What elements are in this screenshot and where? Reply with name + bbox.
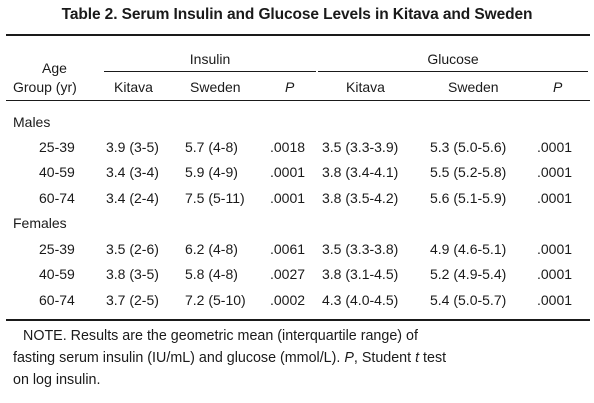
insulin-sweden-cell: 6.2 (4-8) xyxy=(185,241,238,257)
insulin-kitava-cell: 3.4 (2-4) xyxy=(106,190,159,206)
age-cell: 60-74 xyxy=(39,292,75,308)
glucose-kitava-cell: 3.5 (3.3-3.9) xyxy=(322,139,399,155)
age-header-line1: Age xyxy=(42,60,67,76)
glucose-kitava-cell: 3.8 (3.5-4.2) xyxy=(322,190,399,206)
insulin-sweden-cell: 5.8 (4-8) xyxy=(185,266,238,282)
header-rule xyxy=(6,100,590,101)
note-line-1: NOTE. Results are the geometric mean (in… xyxy=(23,328,418,344)
insulin-kitava-cell: 3.4 (3-4) xyxy=(106,164,159,180)
insulin-kitava-header: Kitava xyxy=(114,79,153,95)
insulin-sweden-cell: 5.9 (4-9) xyxy=(185,164,238,180)
insulin-header: Insulin xyxy=(189,51,231,67)
insulin-p-cell: .0018 xyxy=(270,139,306,155)
table-note: NOTE. Results are the geometric mean (in… xyxy=(13,325,585,391)
glucose-group-rule xyxy=(318,71,588,72)
bottom-rule xyxy=(6,319,590,321)
insulin-p-cell: .0027 xyxy=(270,266,306,282)
glucose-p-cell: .0001 xyxy=(537,139,573,155)
note-line-2: fasting serum insulin (IU/mL) and glucos… xyxy=(13,350,447,366)
glucose-kitava-cell: 4.3 (4.0-4.5) xyxy=(322,292,399,308)
insulin-sweden-header: Sweden xyxy=(190,79,241,95)
insulin-p-cell: .0001 xyxy=(270,190,306,206)
section-label-males: Males xyxy=(13,114,51,130)
table-title: Table 2. Serum Insulin and Glucose Level… xyxy=(61,6,533,23)
insulin-kitava-cell: 3.8 (3-5) xyxy=(106,266,159,282)
glucose-p-cell: .0001 xyxy=(537,190,573,206)
insulin-group-rule xyxy=(104,71,316,72)
age-cell: 40-59 xyxy=(39,164,75,180)
insulin-kitava-cell: 3.7 (2-5) xyxy=(106,292,159,308)
glucose-p-cell: .0001 xyxy=(537,266,573,282)
age-header-line2: Group (yr) xyxy=(13,79,77,95)
glucose-sweden-cell: 5.5 (5.2-5.8) xyxy=(430,164,507,180)
glucose-p-cell: .0001 xyxy=(537,241,573,257)
insulin-p-cell: .0001 xyxy=(270,164,306,180)
glucose-sweden-cell: 5.3 (5.0-5.6) xyxy=(430,139,507,155)
insulin-sweden-cell: 7.2 (5-10) xyxy=(185,292,246,308)
glucose-header: Glucose xyxy=(427,51,479,67)
glucose-kitava-cell: 3.8 (3.4-4.1) xyxy=(322,164,399,180)
insulin-kitava-cell: 3.9 (3-5) xyxy=(106,139,159,155)
glucose-p-cell: .0001 xyxy=(537,292,573,308)
age-cell: 40-59 xyxy=(39,266,75,282)
note-line-3: on log insulin. xyxy=(13,372,101,388)
section-label-females: Females xyxy=(13,215,67,231)
insulin-p-header: P xyxy=(285,79,295,95)
age-cell: 60-74 xyxy=(39,190,75,206)
glucose-sweden-cell: 5.6 (5.1-5.9) xyxy=(430,190,507,206)
glucose-sweden-header: Sweden xyxy=(448,79,499,95)
glucose-sweden-cell: 4.9 (4.6-5.1) xyxy=(430,241,507,257)
insulin-p-cell: .0002 xyxy=(270,292,306,308)
insulin-kitava-cell: 3.5 (2-6) xyxy=(106,241,159,257)
age-cell: 25-39 xyxy=(39,139,75,155)
insulin-sweden-cell: 5.7 (4-8) xyxy=(185,139,238,155)
insulin-sweden-cell: 7.5 (5-11) xyxy=(185,190,245,206)
glucose-sweden-cell: 5.2 (4.9-5.4) xyxy=(430,266,507,282)
glucose-p-cell: .0001 xyxy=(537,164,573,180)
glucose-kitava-header: Kitava xyxy=(346,79,385,95)
glucose-kitava-cell: 3.8 (3.1-4.5) xyxy=(322,266,399,282)
top-rule xyxy=(6,34,590,36)
glucose-p-header: P xyxy=(553,79,563,95)
age-cell: 25-39 xyxy=(39,241,75,257)
glucose-sweden-cell: 5.4 (5.0-5.7) xyxy=(430,292,507,308)
glucose-kitava-cell: 3.5 (3.3-3.8) xyxy=(322,241,399,257)
insulin-p-cell: .0061 xyxy=(270,241,306,257)
